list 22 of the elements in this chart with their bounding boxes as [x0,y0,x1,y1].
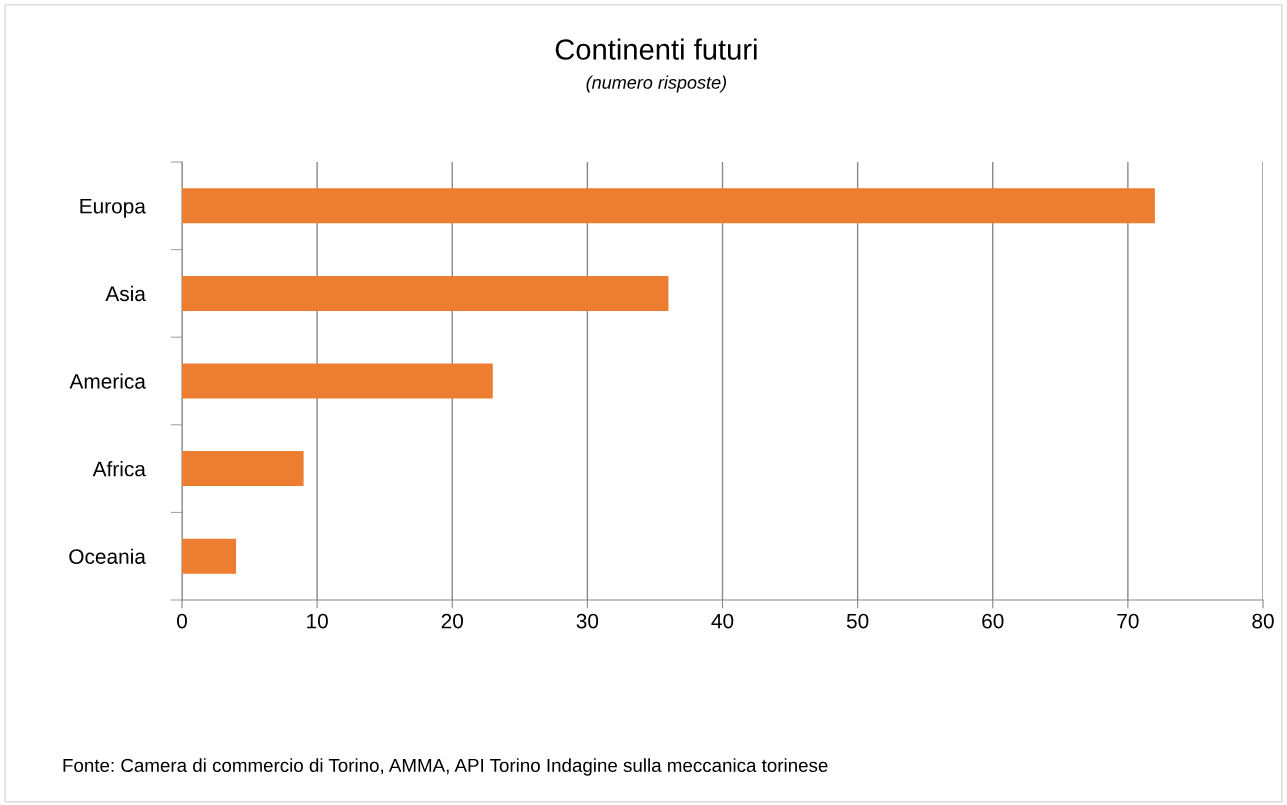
x-tick-label: 60 [982,613,1004,629]
x-tick-label: 50 [846,613,869,629]
x-tick-label: 40 [711,613,734,629]
bar [182,363,493,399]
chart-subtitle: (numero risposte) [586,75,727,93]
bar [182,188,1155,224]
y-tick-label: Europa [80,199,146,218]
y-tick-label: Oceania [69,548,146,564]
chart-title: Continenti futuri [555,38,757,60]
x-tick-label: 30 [576,613,599,629]
source-note: Fonte: Camera di commercio di Torino, AMMA, API Torino Indagine sulla meccanica torinese [63,758,828,776]
y-tick-label: America [69,373,146,389]
y-tick-label: Asia [105,285,146,302]
y-tick-label: Africa [92,461,146,477]
x-tick-label: 0 [177,613,187,629]
bar [182,275,669,311]
x-tick-label: 80 [1252,613,1274,629]
x-tick-label: 10 [307,613,328,629]
bar [182,451,304,487]
x-tick-label: 20 [441,613,464,629]
x-tick-label: 70 [1117,613,1139,629]
bar [182,538,237,574]
